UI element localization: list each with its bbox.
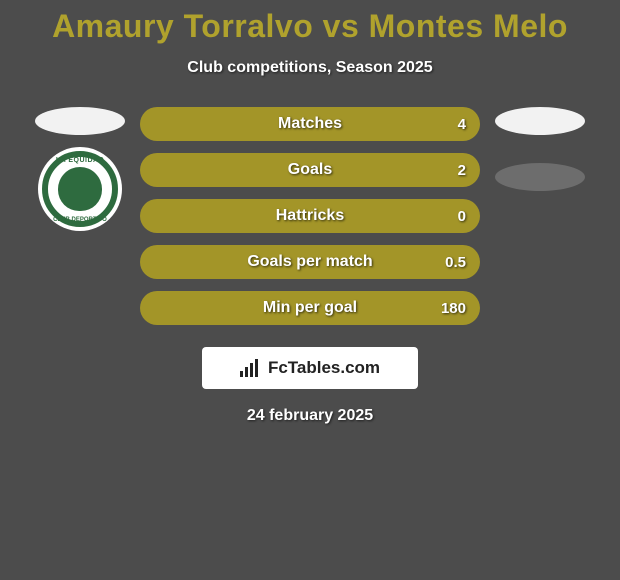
badge-text-top: LA EQUIDAD: [38, 157, 122, 164]
right-player-second-bubble: [495, 163, 585, 191]
bar-label: Min per goal: [263, 299, 357, 317]
left-player-column: LA EQUIDAD CLUB DEPORTIVO: [30, 107, 130, 231]
badge-inner-shape: [58, 167, 102, 211]
bar-label: Goals: [288, 161, 332, 179]
bar-label: Hattricks: [276, 207, 344, 225]
bar-value: 180: [441, 300, 466, 317]
subtitle: Club competitions, Season 2025: [0, 59, 620, 77]
bar-value: 4: [458, 116, 466, 133]
badge-text-bottom: CLUB DEPORTIVO: [38, 217, 122, 223]
bar-value: 0.5: [445, 254, 466, 271]
bar-label: Matches: [278, 115, 342, 133]
left-player-name-bubble: [35, 107, 125, 135]
stat-bars: Matches 4 Goals 2 Hattricks 0 Goals per match 0…: [140, 107, 480, 325]
stat-bar: Hattricks 0: [140, 199, 480, 233]
date-text: 24 february 2025: [0, 407, 620, 425]
stat-bar: Min per goal 180: [140, 291, 480, 325]
stat-bar: Goals 2: [140, 153, 480, 187]
brand-chart-icon: [240, 359, 262, 377]
stat-bar: Matches 4: [140, 107, 480, 141]
page-title: Amaury Torralvo vs Montes Melo: [0, 0, 620, 45]
left-club-badge: LA EQUIDAD CLUB DEPORTIVO: [38, 147, 122, 231]
stat-bar: Goals per match 0.5: [140, 245, 480, 279]
bar-label: Goals per match: [247, 253, 372, 271]
brand-text: FcTables.com: [268, 358, 380, 378]
right-player-name-bubble: [495, 107, 585, 135]
brand-box: FcTables.com: [202, 347, 418, 389]
comparison-area: LA EQUIDAD CLUB DEPORTIVO Matches 4 Goals 2…: [0, 107, 620, 325]
bar-value: 0: [458, 208, 466, 225]
bar-value: 2: [458, 162, 466, 179]
right-player-column: [490, 107, 590, 191]
